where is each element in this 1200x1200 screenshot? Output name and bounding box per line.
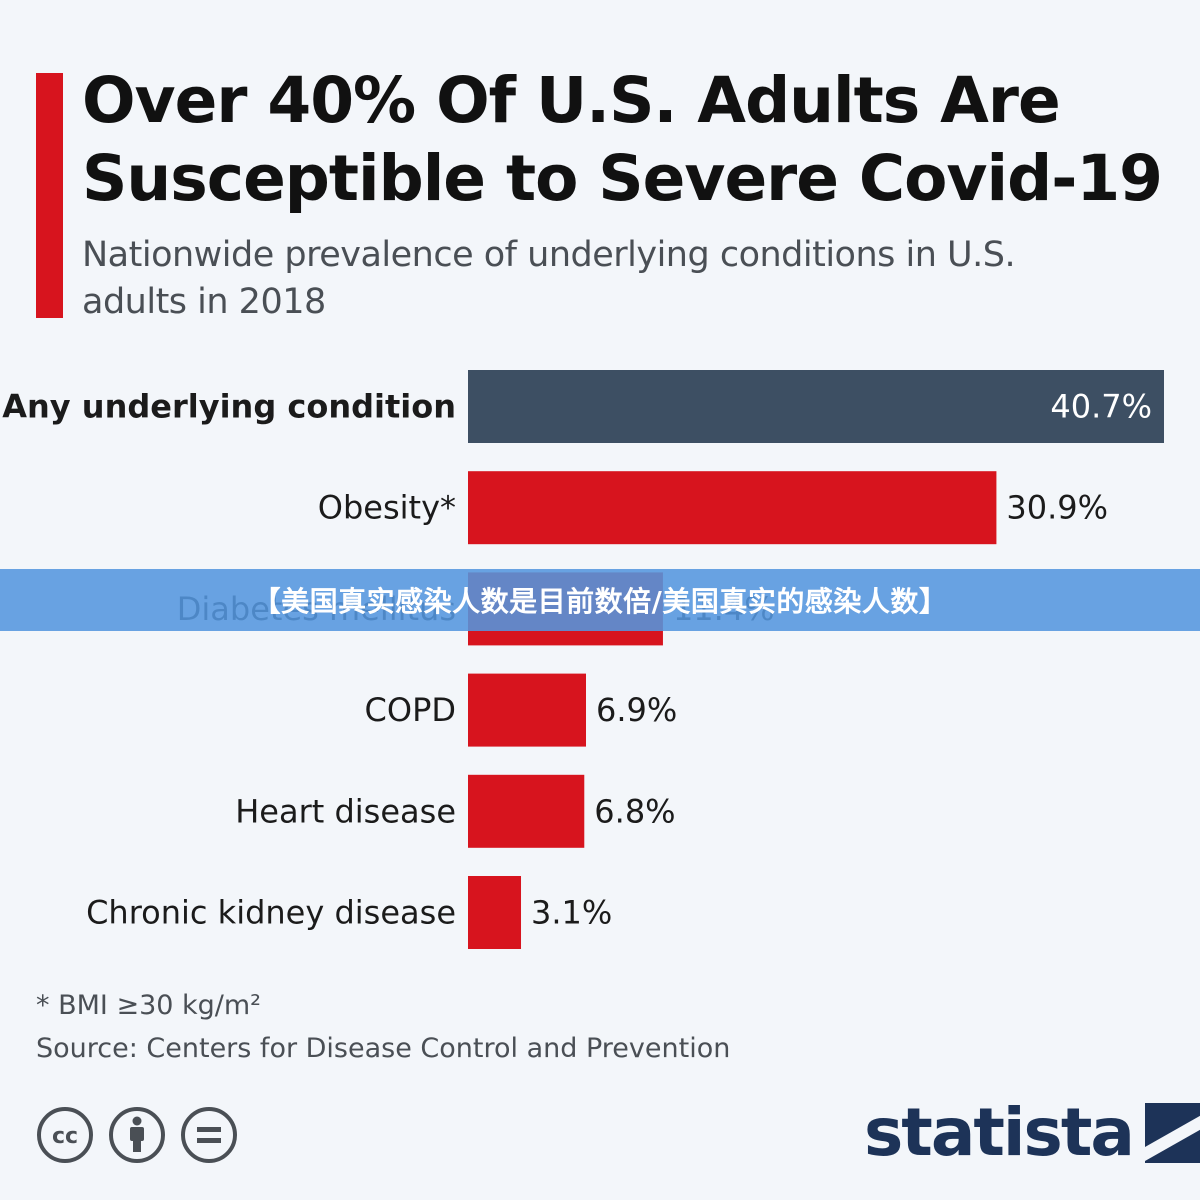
bar-3: [468, 673, 586, 747]
cc-icon: cc: [37, 1107, 93, 1163]
category-label-0: Any underlying condition: [2, 388, 456, 426]
value-label-3: 6.9%: [596, 691, 677, 729]
svg-text:cc: cc: [52, 1124, 78, 1149]
footnote: * BMI ≥30 kg/m²: [36, 990, 262, 1021]
chart-subtitle: Nationwide prevalence of underlying cond…: [82, 235, 1016, 322]
overlay-banner: 【美国真实感染人数是目前数倍/美国真实的感染人数】: [0, 569, 1200, 631]
value-label-0: 40.7%: [1050, 388, 1152, 426]
bar-chart: Any underlying condition 40.7% Obesity* 30.…: [2, 370, 1164, 949]
statista-mark-icon: [1144, 1103, 1200, 1163]
source-note: Source: Centers for Disease Control and …: [36, 1033, 731, 1064]
chart-title: Over 40% Of U.S. Adults Are Susceptible …: [82, 64, 1163, 215]
statista-wordmark: statista: [864, 1094, 1135, 1171]
category-label-5: Chronic kidney disease: [86, 894, 456, 932]
no-derivatives-icon: [181, 1107, 237, 1163]
category-label-3: COPD: [365, 691, 456, 729]
value-label-4: 6.8%: [594, 792, 675, 830]
bar-5: [468, 876, 522, 949]
attribution-icon: [109, 1107, 165, 1163]
category-label-4: Heart disease: [235, 792, 456, 830]
category-label-1: Obesity*: [318, 489, 456, 527]
bar-0: [468, 370, 1164, 443]
bar-1: [468, 471, 997, 545]
value-label-5: 3.1%: [531, 894, 612, 932]
title-accent-bar: [36, 73, 63, 318]
statista-logo[interactable]: statista: [864, 1098, 1200, 1168]
bar-4: [468, 774, 585, 848]
value-label-1: 30.9%: [1006, 489, 1108, 527]
